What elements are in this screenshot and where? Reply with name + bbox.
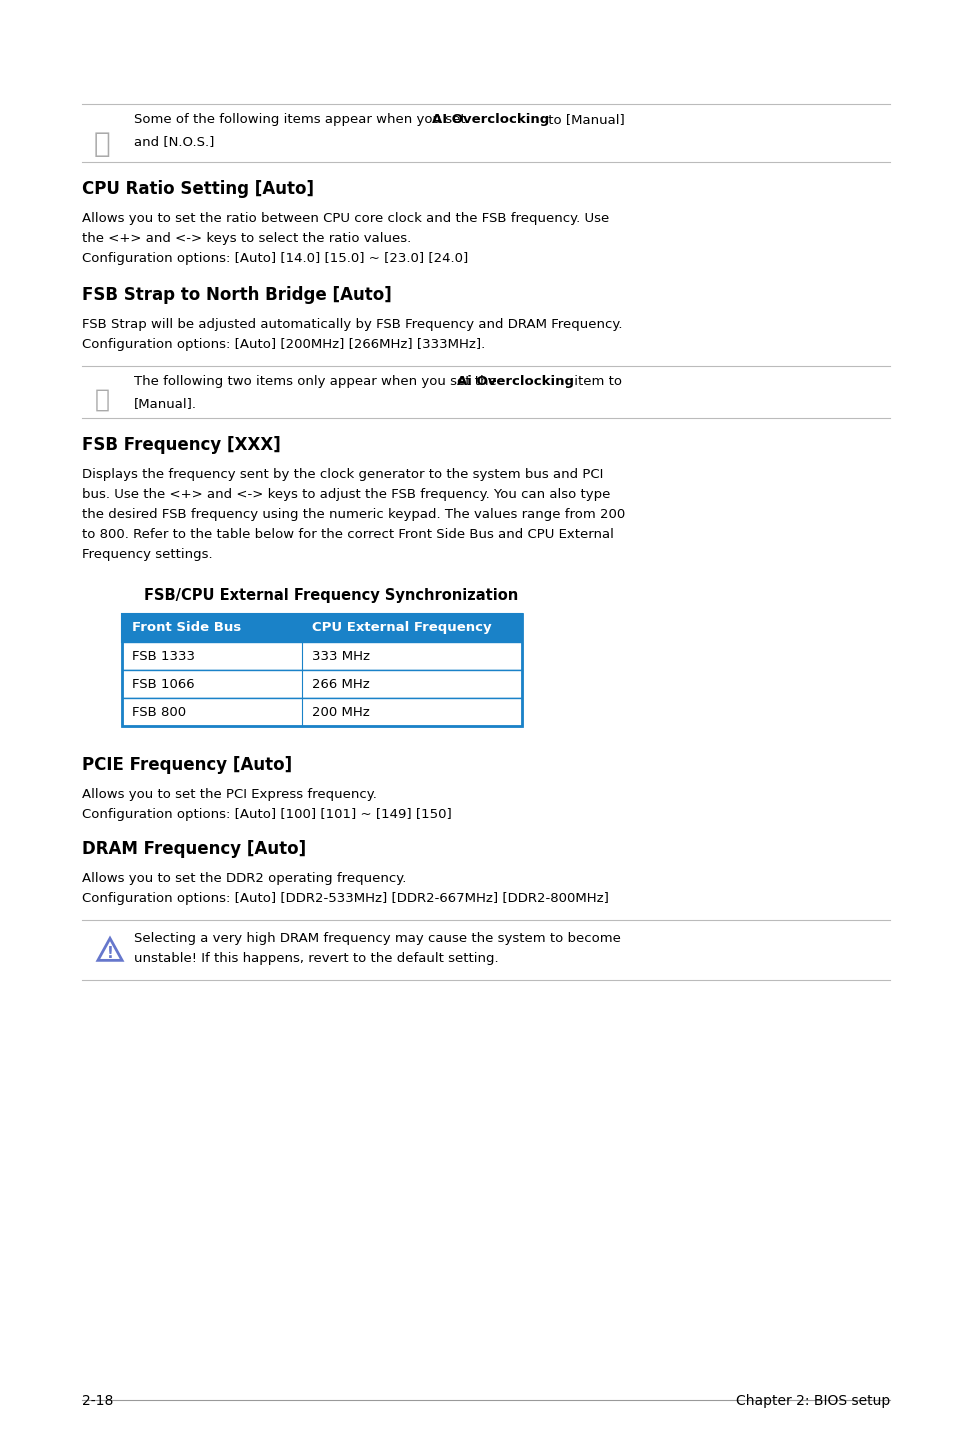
Bar [122, 614, 521, 726]
Text: Configuration options: [Auto] [200MHz] [266MHz] [333MHz].: Configuration options: [Auto] [200MHz] [… [82, 338, 485, 351]
Bar [122, 614, 521, 641]
Text: Configuration options: [Auto] [DDR2-533MHz] [DDR2-667MHz] [DDR2-800MHz]: Configuration options: [Auto] [DDR2-533M… [82, 892, 608, 905]
Text: unstable! If this happens, revert to the default setting.: unstable! If this happens, revert to the… [133, 952, 498, 965]
Text: Allows you to set the ratio between CPU core clock and the FSB frequency. Use: Allows you to set the ratio between CPU … [82, 211, 609, 224]
Text: CPU External Frequency: CPU External Frequency [312, 621, 491, 634]
Polygon shape [98, 939, 122, 961]
Text: Displays the frequency sent by the clock generator to the system bus and PCI: Displays the frequency sent by the clock… [82, 467, 602, 480]
Text: FSB/CPU External Frequency Synchronization: FSB/CPU External Frequency Synchronizati… [144, 588, 517, 603]
Text: bus. Use the <+> and <-> keys to adjust the FSB frequency. You can also type: bus. Use the <+> and <-> keys to adjust … [82, 487, 610, 500]
Text: the desired FSB frequency using the numeric keypad. The values range from 200: the desired FSB frequency using the nume… [82, 508, 624, 521]
Text: Chapter 2: BIOS setup: Chapter 2: BIOS setup [735, 1393, 889, 1408]
Text: !: ! [107, 946, 113, 961]
Text: FSB Frequency [XXX]: FSB Frequency [XXX] [82, 436, 280, 454]
Bar [122, 697, 521, 726]
Text: The following two items only appear when you set the: The following two items only appear when… [133, 375, 500, 388]
Text: 266 MHz: 266 MHz [312, 677, 370, 692]
Text: and [N.O.S.]: and [N.O.S.] [133, 135, 214, 148]
Text: Configuration options: [Auto] [100] [101] ~ [149] [150]: Configuration options: [Auto] [100] [101… [82, 808, 452, 821]
Text: the <+> and <-> keys to select the ratio values.: the <+> and <-> keys to select the ratio… [82, 232, 411, 244]
Text: [Manual].: [Manual]. [133, 397, 196, 410]
Text: to [Manual]: to [Manual] [543, 114, 624, 127]
Text: to 800. Refer to the table below for the correct Front Side Bus and CPU External: to 800. Refer to the table below for the… [82, 528, 613, 541]
Bar [122, 641, 521, 670]
Text: Configuration options: [Auto] [14.0] [15.0] ~ [23.0] [24.0]: Configuration options: [Auto] [14.0] [15… [82, 252, 468, 265]
Text: Selecting a very high DRAM frequency may cause the system to become: Selecting a very high DRAM frequency may… [133, 932, 620, 945]
Text: 200 MHz: 200 MHz [312, 706, 370, 719]
Bar [122, 670, 521, 697]
Text: AI Overclocking: AI Overclocking [431, 114, 548, 127]
Text: Allows you to set the PCI Express frequency.: Allows you to set the PCI Express freque… [82, 788, 376, 801]
Text: Frequency settings.: Frequency settings. [82, 548, 213, 561]
Text: DRAM Frequency [Auto]: DRAM Frequency [Auto] [82, 840, 306, 858]
Text: Front Side Bus: Front Side Bus [132, 621, 241, 634]
Text: 333 MHz: 333 MHz [312, 650, 370, 663]
Text: FSB 800: FSB 800 [132, 706, 186, 719]
Text: PCIE Frequency [Auto]: PCIE Frequency [Auto] [82, 756, 292, 774]
Text: item to: item to [569, 375, 621, 388]
Text: 🖊: 🖊 [94, 388, 110, 413]
Text: FSB 1333: FSB 1333 [132, 650, 194, 663]
Text: FSB 1066: FSB 1066 [132, 677, 194, 692]
Text: CPU Ratio Setting [Auto]: CPU Ratio Setting [Auto] [82, 180, 314, 198]
Text: Some of the following items appear when you set: Some of the following items appear when … [133, 114, 470, 127]
Text: FSB Strap to North Bridge [Auto]: FSB Strap to North Bridge [Auto] [82, 286, 392, 303]
Text: Ai Overclocking: Ai Overclocking [456, 375, 574, 388]
Text: 🖊: 🖊 [93, 129, 111, 158]
Text: FSB Strap will be adjusted automatically by FSB Frequency and DRAM Frequency.: FSB Strap will be adjusted automatically… [82, 318, 622, 331]
Text: 2-18: 2-18 [82, 1393, 113, 1408]
Text: Allows you to set the DDR2 operating frequency.: Allows you to set the DDR2 operating fre… [82, 871, 406, 884]
